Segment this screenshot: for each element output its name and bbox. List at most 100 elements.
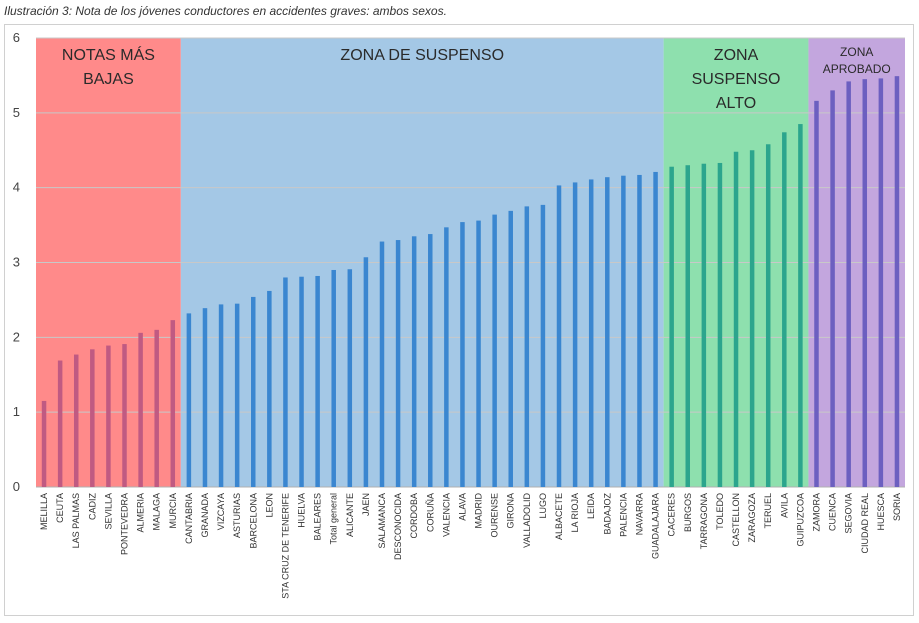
x-tick-label: CADIZ bbox=[87, 492, 97, 520]
x-tick-label: CIUDAD REAL bbox=[860, 493, 870, 554]
bar-cantabria bbox=[186, 313, 192, 487]
bar-granada bbox=[202, 308, 208, 487]
x-tick-label: LEIDA bbox=[586, 493, 596, 519]
x-tick-label: HUESCA bbox=[876, 493, 886, 531]
x-tick-label: GIRONA bbox=[506, 493, 516, 529]
bar-sta-cruz-de-tenerife bbox=[283, 277, 288, 487]
bar-albacete bbox=[556, 185, 562, 487]
labels-layer: NOTAS MÁS BAJAS ZONA DE SUSPENSO ZONA SUSPEN… bbox=[13, 30, 902, 599]
x-tick-label: VALENCIA bbox=[441, 493, 451, 537]
bar-soria bbox=[894, 76, 900, 487]
x-tick-label: CEUTA bbox=[55, 493, 65, 523]
x-tick-label: TERUEL bbox=[763, 493, 773, 529]
bar-guadalajara bbox=[653, 171, 658, 487]
bar-almeria bbox=[138, 332, 143, 487]
bar-avila bbox=[782, 132, 787, 488]
bar-zaragoza bbox=[749, 150, 755, 487]
x-tick-label: DESCONOCIDA bbox=[393, 493, 403, 560]
y-tick-label: 6 bbox=[13, 30, 20, 45]
x-tick-label: ZAMORA bbox=[811, 493, 821, 532]
x-tick-label: SEGOVIA bbox=[844, 493, 854, 534]
x-tick-label: LA RIOJA bbox=[570, 493, 580, 533]
bar-total-general bbox=[331, 269, 336, 487]
bar-madrid bbox=[476, 220, 481, 488]
x-tick-label: BADAJOZ bbox=[602, 493, 612, 535]
x-tick-label: MADRID bbox=[474, 493, 484, 529]
bar-salamanca bbox=[379, 241, 385, 487]
x-tick-label: CUENCA bbox=[828, 493, 838, 531]
x-tick-label: STA CRUZ DE TENERIFE bbox=[280, 493, 290, 599]
x-tick-label: TOLEDO bbox=[715, 493, 725, 530]
bar-guipuzcoa bbox=[798, 124, 803, 487]
x-tick-label: SEVILLA bbox=[103, 493, 113, 530]
x-tick-label: PALENCIA bbox=[618, 493, 628, 537]
x-tick-label: JAEN bbox=[361, 493, 371, 516]
bar-cordoba bbox=[411, 236, 417, 487]
bar-leida bbox=[588, 179, 594, 487]
x-tick-label: CACERES bbox=[667, 493, 677, 537]
bar-caceres bbox=[669, 166, 674, 488]
x-tick-label: CORUÑA bbox=[425, 493, 435, 532]
zone-2-label: ZONA SUSPENSO ALTO bbox=[692, 47, 781, 112]
bar-valencia bbox=[444, 227, 449, 487]
bar-la-rioja bbox=[572, 182, 578, 487]
x-tick-label: Total general bbox=[329, 493, 339, 545]
chart-frame bbox=[4, 24, 914, 616]
zone-1-label: ZONA DE SUSPENSO bbox=[340, 47, 504, 64]
bar-huesca bbox=[878, 78, 884, 487]
x-tick-label: ZARAGOZA bbox=[747, 493, 757, 543]
bar-las-palmas bbox=[73, 354, 79, 487]
x-tick-label: GRANADA bbox=[200, 493, 210, 538]
bar-zamora bbox=[814, 100, 819, 488]
y-tick-label: 4 bbox=[13, 180, 20, 195]
bars-layer bbox=[41, 76, 900, 488]
x-tick-label: ASTURIAS bbox=[232, 493, 242, 538]
x-tick-label: MELILLA bbox=[39, 493, 49, 530]
bar-huelva bbox=[299, 276, 304, 487]
grid-layer bbox=[36, 37, 905, 488]
bar-toledo bbox=[717, 162, 723, 487]
bar-ciudad-real bbox=[862, 79, 868, 488]
bar-burgos bbox=[685, 165, 690, 487]
bar-girona bbox=[508, 210, 513, 488]
bar-lugo bbox=[540, 204, 546, 487]
y-tick-label: 1 bbox=[13, 404, 20, 419]
x-tick-label: CASTELLON bbox=[731, 493, 741, 547]
bar-teruel bbox=[765, 144, 771, 487]
bar-valladolid bbox=[524, 206, 530, 487]
chart-caption: Ilustración 3: Nota de los jóvenes condu… bbox=[4, 4, 447, 18]
x-tick-label: BURGOS bbox=[683, 493, 693, 532]
bar-ourense bbox=[492, 214, 497, 487]
x-tick-label: TARRAGONA bbox=[699, 493, 709, 549]
bar-coruña bbox=[428, 234, 433, 487]
x-tick-label: LEON bbox=[264, 493, 274, 518]
bar-alicante bbox=[347, 269, 353, 487]
x-tick-label: VALLADOLID bbox=[522, 493, 532, 548]
x-tick-label: HUELVA bbox=[297, 493, 307, 528]
x-tick-label: PONTEVEDRA bbox=[120, 493, 130, 555]
x-tick-label: OURENSE bbox=[490, 493, 500, 538]
bar-palencia bbox=[621, 175, 626, 487]
y-tick-label: 0 bbox=[13, 479, 20, 494]
bar-jaen bbox=[363, 257, 369, 487]
x-tick-label: ALICANTE bbox=[345, 493, 355, 537]
y-tick-label: 3 bbox=[13, 255, 20, 270]
bar-segovia bbox=[846, 81, 851, 488]
x-tick-label: GUIPUZCOA bbox=[795, 493, 805, 547]
bar-barcelona bbox=[251, 296, 256, 487]
bar-baleares bbox=[315, 275, 320, 487]
bar-pontevedra bbox=[122, 344, 127, 487]
bar-sevilla bbox=[106, 345, 111, 487]
x-tick-label: VIZCAYA bbox=[216, 493, 226, 530]
bar-vizcaya bbox=[218, 304, 224, 487]
x-tick-label: NAVARRA bbox=[634, 493, 644, 535]
x-tick-label: CANTABRIA bbox=[184, 493, 194, 544]
x-tick-label: AVILA bbox=[779, 493, 789, 518]
x-tick-label: MALAGA bbox=[152, 493, 162, 531]
bar-asturias bbox=[234, 303, 240, 487]
x-tick-label: LAS PALMAS bbox=[71, 493, 81, 548]
bar-alava bbox=[460, 222, 465, 487]
x-tick-label: MURCIA bbox=[168, 493, 178, 529]
zone-3-label: ZONA APROBADO bbox=[823, 45, 891, 76]
